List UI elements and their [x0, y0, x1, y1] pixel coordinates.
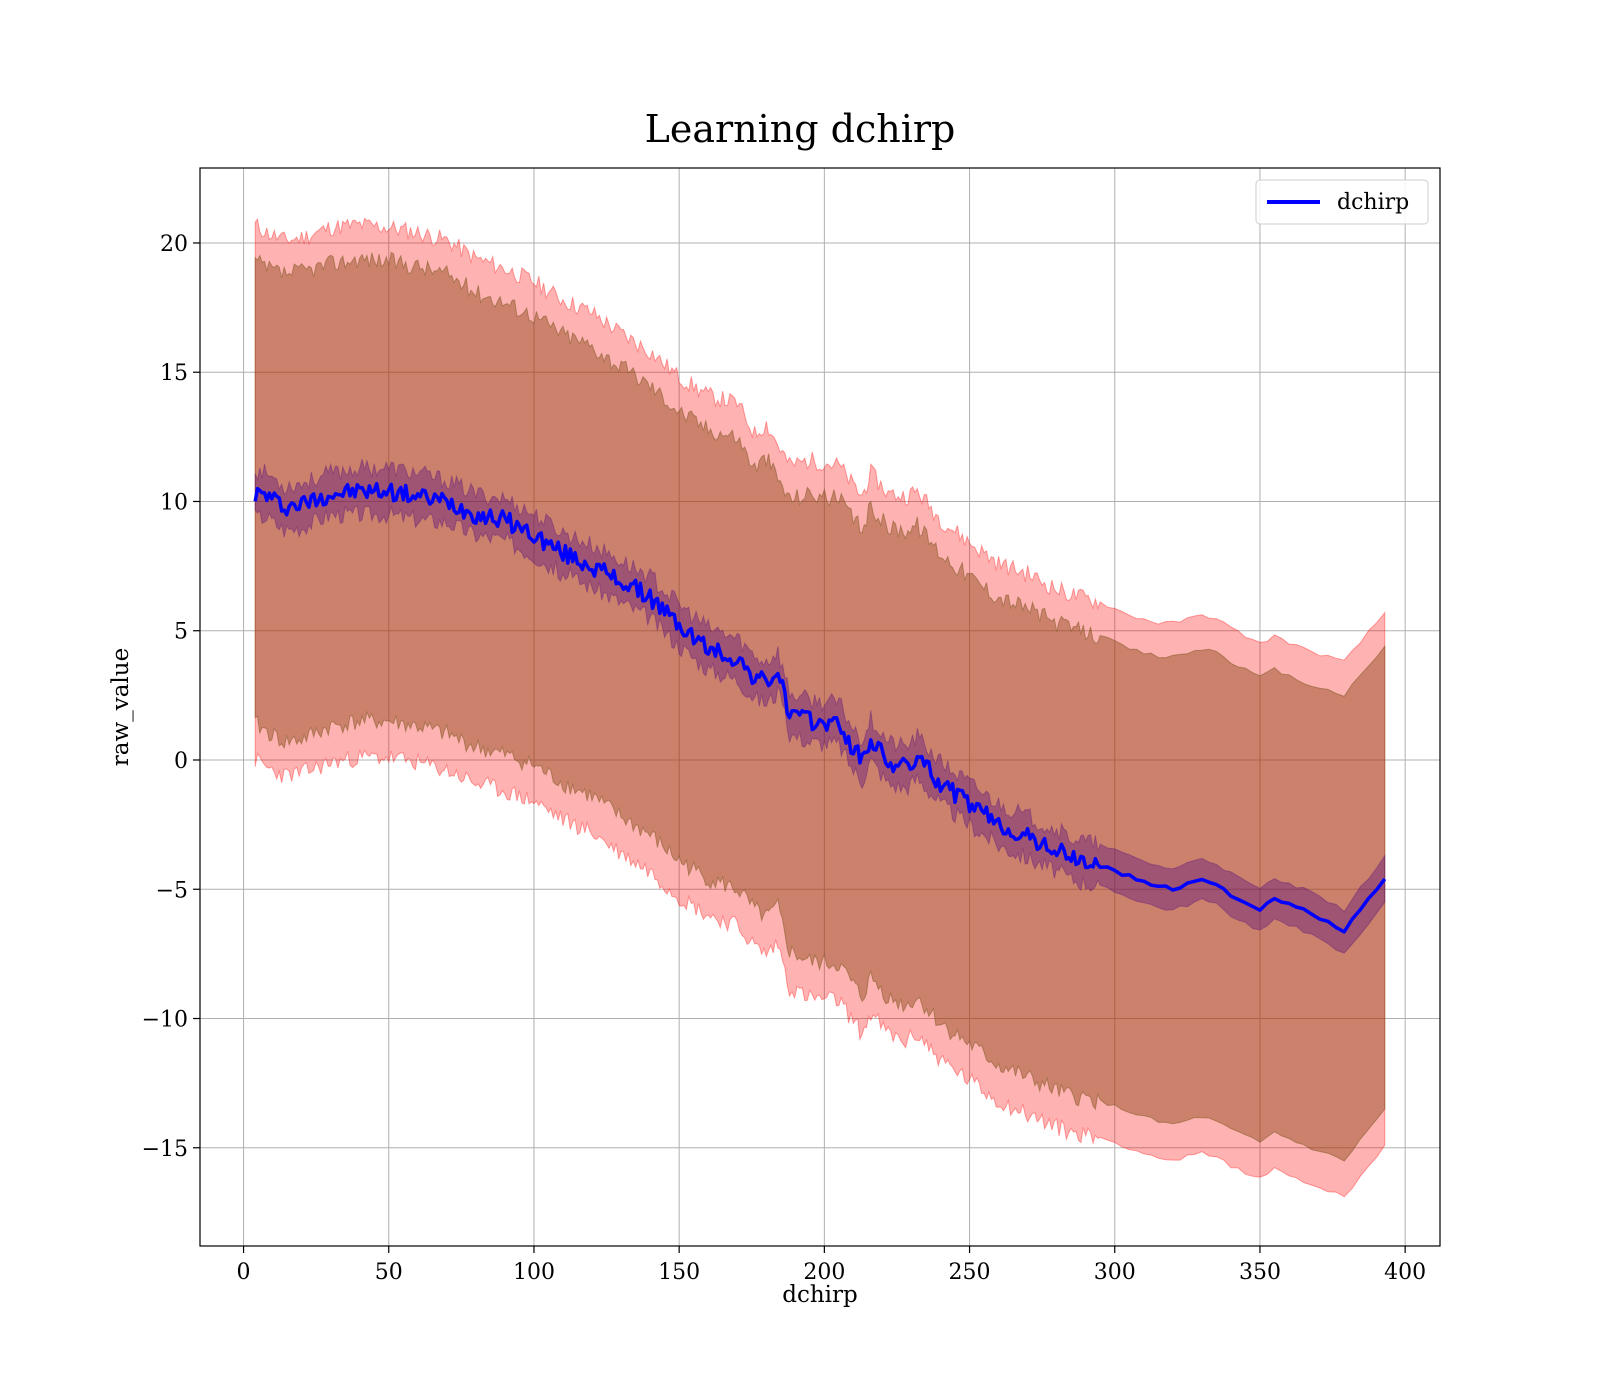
series-lines — [253, 481, 1387, 934]
x-tick-label: 350 — [1239, 1260, 1281, 1285]
inner-band — [254, 458, 1386, 954]
y-tick-label: 15 — [160, 361, 188, 386]
legend-label: dchirp — [1337, 190, 1409, 215]
x-tick-label: 0 — [237, 1260, 251, 1285]
x-axis-label: dchirp — [782, 1282, 858, 1308]
x-tick-label: 100 — [513, 1260, 555, 1285]
y-axis-ticks: −15 −10 −5 0 5 10 15 20 — [142, 232, 200, 1162]
y-tick-label: 20 — [160, 232, 188, 257]
x-axis-ticks: 0 50 100 150 200 250 300 350 400 — [237, 1246, 1426, 1285]
grid-lines — [200, 168, 1440, 1246]
legend-box — [1255, 179, 1429, 225]
y-tick-label: 5 — [174, 620, 188, 645]
x-tick-label: 300 — [1094, 1260, 1136, 1285]
legend: dchirp — [1255, 179, 1429, 225]
y-tick-label: −10 — [142, 1008, 188, 1033]
middle-band — [254, 251, 1386, 1162]
chart-title: Learning dchirp — [645, 107, 956, 151]
x-tick-label: 150 — [658, 1260, 700, 1285]
y-axis-label: raw_value — [108, 648, 134, 766]
confidence-bands — [254, 217, 1386, 1198]
y-tick-label: 10 — [160, 490, 188, 515]
y-tick-label: −15 — [142, 1137, 188, 1162]
x-tick-label: 50 — [375, 1260, 403, 1285]
y-tick-label: 0 — [174, 749, 188, 774]
outer-band — [254, 217, 1386, 1198]
x-tick-label: 250 — [949, 1260, 991, 1285]
y-tick-label: −5 — [156, 878, 188, 903]
x-tick-label: 400 — [1384, 1260, 1426, 1285]
series-line-dchirp — [253, 481, 1387, 934]
plot-frame — [199, 167, 1441, 1247]
x-tick-label: 200 — [803, 1260, 845, 1285]
